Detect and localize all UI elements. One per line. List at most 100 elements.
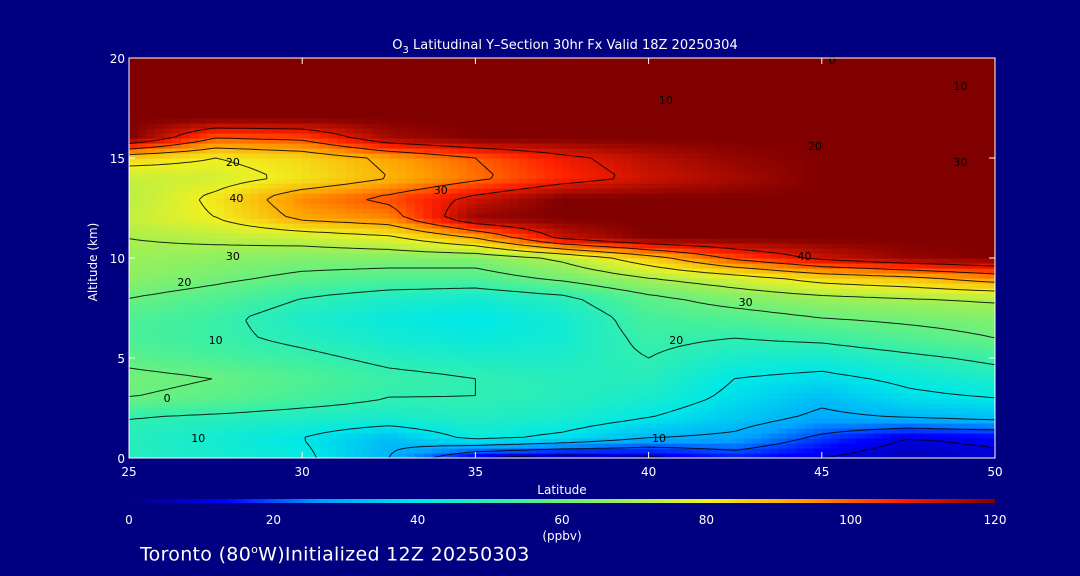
heatmap-cell bbox=[310, 403, 321, 409]
heatmap-cell bbox=[423, 333, 433, 339]
heatmap-cell bbox=[587, 418, 598, 424]
heatmap-cell bbox=[224, 358, 234, 364]
heatmap-cell bbox=[795, 418, 806, 424]
heatmap-cell bbox=[709, 293, 719, 299]
heatmap-cell bbox=[328, 263, 338, 269]
heatmap-cell bbox=[241, 428, 251, 434]
heatmap-cell bbox=[536, 353, 546, 359]
heatmap-cell bbox=[267, 428, 277, 434]
heatmap-cell bbox=[293, 218, 303, 224]
heatmap-cell bbox=[189, 423, 199, 429]
heatmap-cell bbox=[830, 343, 840, 349]
heatmap-cell bbox=[414, 333, 425, 339]
heatmap-cell bbox=[882, 418, 892, 424]
heatmap-cell bbox=[813, 443, 823, 449]
heatmap-cell bbox=[432, 388, 442, 394]
heatmap-cell bbox=[406, 393, 416, 399]
heatmap-cell bbox=[310, 298, 321, 304]
heatmap-cell bbox=[596, 248, 606, 254]
heatmap-cell bbox=[579, 363, 589, 369]
heatmap-cell bbox=[302, 383, 312, 389]
heatmap-cell bbox=[674, 223, 684, 229]
heatmap-cell bbox=[293, 308, 303, 314]
heatmap-cell bbox=[683, 273, 693, 279]
heatmap-cell bbox=[657, 323, 667, 329]
heatmap-cell bbox=[336, 378, 347, 384]
heatmap-cell bbox=[787, 413, 797, 419]
heatmap-cell bbox=[709, 403, 719, 409]
heatmap-cell bbox=[345, 263, 355, 269]
heatmap-cell bbox=[163, 263, 173, 269]
heatmap-cell bbox=[397, 398, 407, 404]
heatmap-cell bbox=[986, 253, 995, 259]
heatmap-cell bbox=[631, 238, 641, 244]
heatmap-cell bbox=[631, 308, 641, 314]
heatmap-cell bbox=[449, 433, 459, 439]
heatmap-cell bbox=[596, 403, 606, 409]
heatmap-cell bbox=[510, 408, 520, 414]
heatmap-cell bbox=[873, 453, 884, 458]
heatmap-cell bbox=[180, 373, 191, 379]
heatmap-cell bbox=[743, 283, 754, 289]
heatmap-cell bbox=[267, 333, 277, 339]
heatmap-cell bbox=[735, 358, 745, 364]
heatmap-cell bbox=[258, 253, 269, 259]
heatmap-cell bbox=[189, 283, 199, 289]
heatmap-cell bbox=[397, 253, 407, 259]
heatmap-cell bbox=[951, 323, 961, 329]
heatmap-cell bbox=[319, 428, 329, 434]
heatmap-cell bbox=[743, 348, 754, 354]
heatmap-cell bbox=[146, 323, 156, 329]
heatmap-cell bbox=[631, 398, 641, 404]
heatmap-cell bbox=[137, 213, 147, 219]
heatmap-cell bbox=[882, 383, 892, 389]
heatmap-cell bbox=[709, 443, 719, 449]
heatmap-cell bbox=[362, 358, 373, 364]
heatmap-cell bbox=[154, 328, 165, 334]
heatmap-cell bbox=[319, 363, 329, 369]
heatmap-cell bbox=[917, 213, 927, 219]
heatmap-cell bbox=[146, 388, 156, 394]
heatmap-cell bbox=[648, 368, 658, 374]
heatmap-cell bbox=[293, 428, 303, 434]
heatmap-cell bbox=[873, 223, 884, 229]
heatmap-cell bbox=[189, 328, 199, 334]
heatmap-cell bbox=[960, 383, 970, 389]
heatmap-cell bbox=[778, 253, 788, 259]
heatmap-cell bbox=[743, 293, 754, 299]
heatmap-cell bbox=[709, 273, 719, 279]
heatmap-cell bbox=[293, 373, 303, 379]
heatmap-cell bbox=[761, 433, 771, 439]
heatmap-cell bbox=[908, 428, 918, 434]
heatmap-cell bbox=[778, 263, 788, 269]
heatmap-cell bbox=[717, 208, 728, 214]
heatmap-cell bbox=[310, 233, 321, 239]
heatmap-cell bbox=[388, 268, 399, 274]
heatmap-cell bbox=[302, 253, 312, 259]
heatmap-cell bbox=[631, 428, 641, 434]
heatmap-cell bbox=[917, 223, 927, 229]
heatmap-cell bbox=[951, 333, 961, 339]
heatmap-cell bbox=[458, 378, 468, 384]
heatmap-cell bbox=[449, 243, 459, 249]
heatmap-cell bbox=[371, 213, 381, 219]
heatmap-cell bbox=[562, 413, 572, 419]
heatmap-cell bbox=[510, 423, 520, 429]
heatmap-cell bbox=[977, 228, 987, 234]
heatmap-cell bbox=[336, 358, 347, 364]
heatmap-cell bbox=[986, 223, 995, 229]
heatmap-cell bbox=[691, 368, 702, 374]
heatmap-cell bbox=[570, 308, 580, 314]
heatmap-cell bbox=[336, 248, 347, 254]
heatmap-cell bbox=[154, 248, 165, 254]
heatmap-cell bbox=[267, 403, 277, 409]
heatmap-cell bbox=[284, 383, 295, 389]
heatmap-cell bbox=[977, 273, 987, 279]
heatmap-cell bbox=[267, 308, 277, 314]
heatmap-cell bbox=[440, 273, 451, 279]
heatmap-cell bbox=[743, 298, 754, 304]
heatmap-cell bbox=[665, 263, 676, 269]
heatmap-cell bbox=[328, 313, 338, 319]
heatmap-cell bbox=[943, 398, 953, 404]
heatmap-cell bbox=[674, 328, 684, 334]
